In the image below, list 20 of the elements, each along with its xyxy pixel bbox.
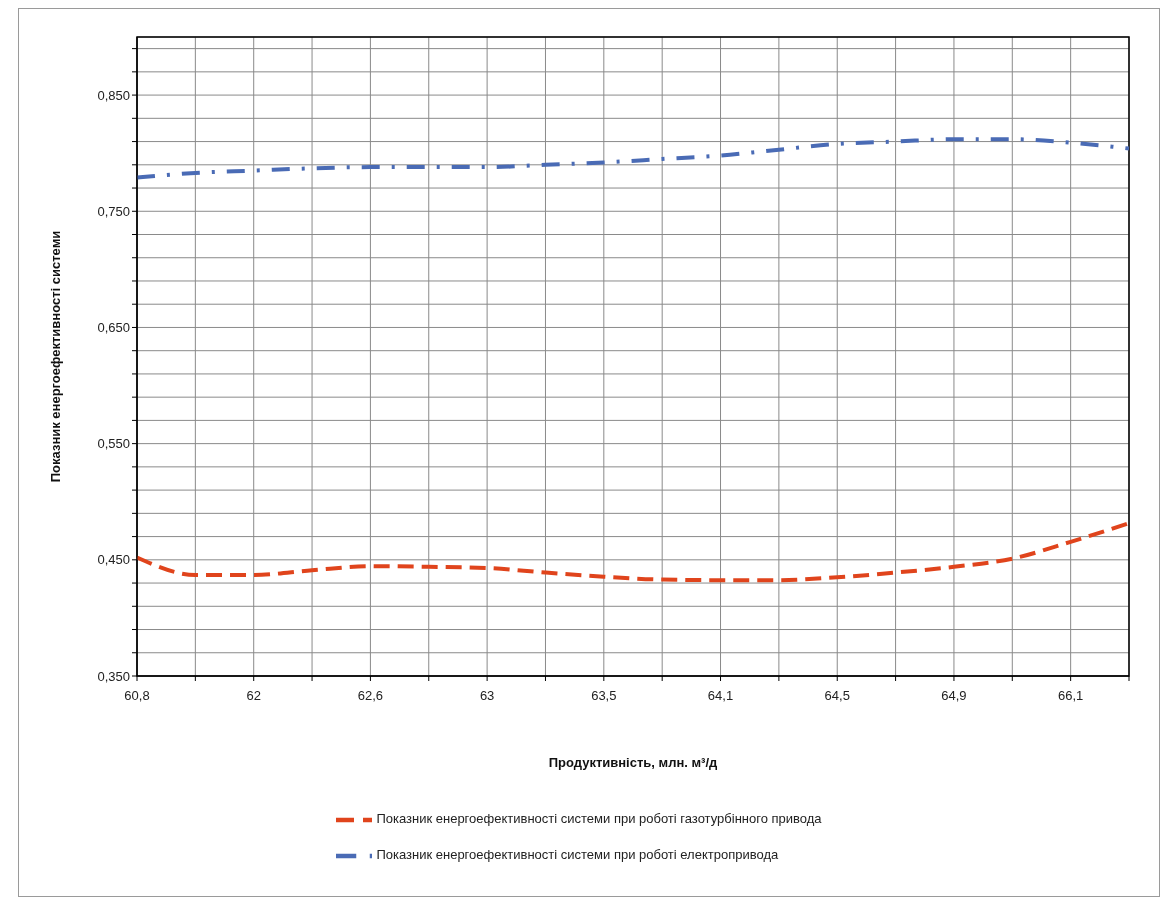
x-tick-label: 62,6 (357, 688, 384, 704)
x-axis-title: Продуктивність, млн. м³/д (548, 755, 719, 771)
x-tick-label: 63,5 (591, 688, 617, 704)
x-tick-label: 62 (246, 688, 261, 704)
legend-label: Показник енергоефективності системи при роботі електропривода (376, 847, 779, 863)
x-tick-label: 64,9 (941, 688, 967, 704)
y-tick-label: 0,550 (97, 436, 130, 452)
y-axis-title: Показник енергоефективності системи (47, 230, 63, 483)
y-tick-label: 0,750 (97, 203, 130, 219)
x-tick-label: 64,5 (824, 688, 850, 704)
y-tick-label: 0,850 (97, 87, 130, 103)
x-tick-label: 63 (479, 688, 495, 704)
line-series (135, 137, 1131, 180)
y-tick-label: 0,450 (97, 552, 130, 568)
legend-label: Показник енергоефективності системи при роботі газотурбінного привода (376, 811, 822, 827)
y-tick-label: 0,350 (97, 668, 130, 684)
x-tick-label: 64,1 (707, 688, 734, 704)
x-tick-label: 66,1 (1057, 688, 1084, 704)
y-tick-label: 0,650 (97, 320, 130, 336)
x-tick-label: 60,8 (124, 688, 150, 704)
